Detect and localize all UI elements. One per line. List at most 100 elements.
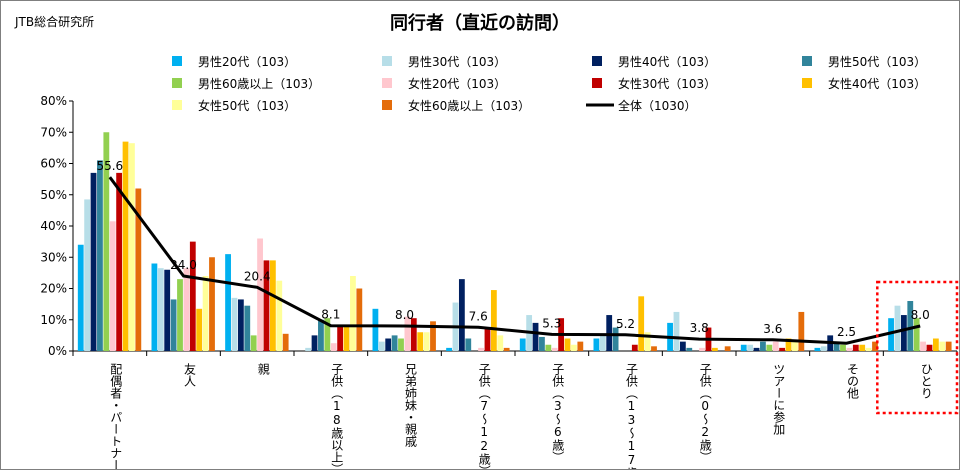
bar [920,341,926,352]
bar [900,315,907,351]
bar [644,332,651,351]
y-tick-label: 60% [40,157,67,171]
bar [170,299,177,351]
bar [820,346,827,351]
bar [503,347,510,352]
legend-swatch [802,56,812,66]
bar [519,338,526,351]
bar [458,279,465,352]
bar [888,318,894,351]
total-data-label: 24.0 [170,258,197,272]
total-data-label: 2.5 [837,325,856,339]
bar [833,341,840,352]
bar [852,344,859,351]
bar [872,341,878,352]
bar [225,254,231,352]
bar [814,347,821,352]
legend-label: 男性50代（103） [828,55,926,69]
legend-label: 女性30代（103） [618,76,716,91]
y-tick-label: 50% [40,188,67,202]
bar [913,318,920,351]
bar [157,268,164,351]
x-category-label: 子供（0～2歳） [698,363,712,463]
bar [711,347,718,352]
x-category-label: 子供（18歳以上） [330,363,344,469]
bar [638,296,645,351]
bar [606,315,613,351]
bar [779,347,786,352]
total-data-label: 55.6 [96,159,123,173]
bar [571,344,577,351]
y-tick-label: 10% [40,313,67,327]
bar [237,299,244,351]
x-category-label: 子供（7～12歳） [477,363,491,469]
bar [311,335,318,352]
legend-label: 女性40代（103） [828,76,926,91]
bar [263,260,270,352]
bar [766,344,773,351]
bar [423,332,430,351]
bar [740,344,747,351]
bar [699,347,705,352]
bar [679,341,686,352]
bar [840,344,846,351]
y-tick-label: 20% [40,282,67,296]
bar [772,341,779,352]
legend-swatch [592,56,602,66]
bar [894,305,901,351]
bar [760,341,766,352]
bar [484,329,491,352]
y-tick-label: 70% [40,125,67,139]
total-data-label: 8.1 [321,308,340,322]
bar [686,347,693,352]
bar [430,321,436,351]
bar [926,344,933,351]
bar [497,335,504,352]
bar [372,308,379,351]
bar [250,335,257,352]
legend-swatch [172,100,182,110]
bar [343,326,350,351]
total-data-label: 8.0 [395,308,414,322]
bar [391,335,398,352]
bar [551,347,558,352]
bar [490,290,497,351]
bar [593,338,600,351]
bar [939,341,946,352]
x-category-label: 親 [256,363,270,375]
bar [202,276,209,351]
bar [859,344,866,351]
bar [446,347,452,352]
bar [276,280,283,351]
y-tick-label: 30% [40,250,67,264]
bar [269,260,276,352]
legend-label: 男性20代（103） [198,55,296,69]
bar [945,341,952,352]
bar [378,341,385,352]
bar [465,338,472,351]
x-category-label: 兄弟姉妹・親戚 [404,363,418,447]
bar [724,346,731,351]
org-name: JTB総合研究所 [15,15,95,29]
bar [404,316,411,352]
bar [151,263,158,351]
legend-swatch [592,78,602,88]
bar [129,143,135,351]
y-tick-label: 80% [40,94,67,108]
bar [417,332,424,351]
bar [324,318,331,351]
bar [564,338,571,351]
bar [318,319,324,351]
legend-label: 男性40代（103） [618,55,716,69]
bar [116,172,123,352]
bar [305,347,312,352]
x-category-label: 友人 [183,363,197,387]
legend-swatch [802,78,812,88]
bar [932,338,939,351]
legend-swatch [382,56,392,66]
bar [385,338,392,351]
bar [209,257,215,351]
bar [337,326,344,351]
legend-label: 全体（1030） [618,98,697,113]
